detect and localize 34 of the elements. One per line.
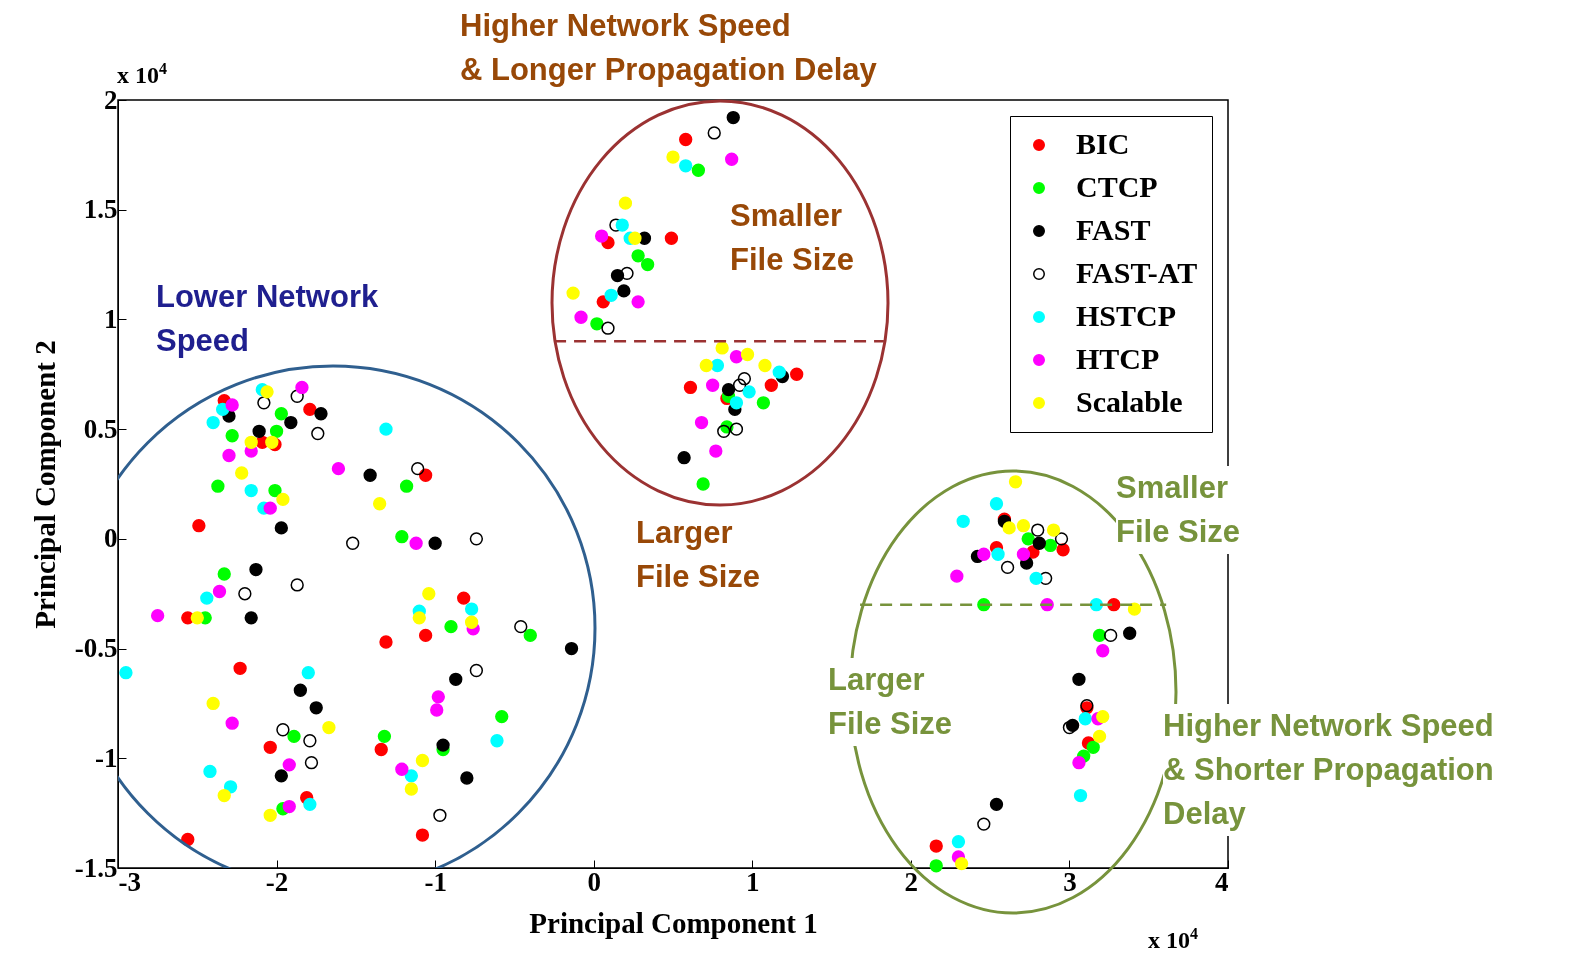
- text: Higher Network Speed & Longer Propagation Delay: [460, 4, 877, 92]
- annotation: Larger File Size: [636, 511, 761, 599]
- annotation: Smaller File Size: [730, 194, 855, 282]
- y-tick-label: 0.5: [83, 413, 118, 444]
- annotation: Smaller File Size: [1116, 466, 1241, 554]
- y-tick-label: 2: [104, 84, 118, 115]
- x-tick-label: 4: [1215, 866, 1229, 897]
- legend-label: CTCP: [1076, 170, 1158, 203]
- legend-label: FAST: [1076, 213, 1151, 246]
- x-tick-label: 0: [587, 866, 601, 897]
- y-tick-label: -1: [95, 742, 118, 773]
- y-axis-title: Principal Component 2: [28, 340, 61, 629]
- y-tick-label: 1.5: [83, 194, 118, 225]
- y-tick-label: 1: [104, 303, 118, 334]
- x-tick-label: -2: [265, 866, 289, 897]
- legend-label: HTCP: [1076, 342, 1160, 375]
- annotation: Lower Network Speed: [156, 275, 379, 363]
- text: x 10$^{4}$: [1148, 925, 1198, 954]
- x-axis-title: Principal Component 1: [529, 906, 818, 939]
- legend-label: BIC: [1076, 127, 1130, 160]
- x-tick-label: 2: [904, 866, 919, 897]
- annotation: Larger File Size: [828, 658, 953, 746]
- text: x 10$^{4}$: [117, 60, 167, 89]
- x-tick-label: 3: [1063, 866, 1077, 897]
- legend-label: FAST-AT: [1076, 256, 1198, 289]
- y-tick-label: 0: [104, 523, 118, 554]
- annotation: Higher Network Speed & Shorter Propagation Delay: [1163, 704, 1494, 836]
- legend-label: Scalable: [1076, 385, 1183, 418]
- legend-label: HSTCP: [1076, 299, 1177, 332]
- x-tick-label: 1: [746, 866, 760, 897]
- x-tick-label: -1: [424, 866, 447, 897]
- y-tick-label: -0.5: [74, 633, 118, 664]
- y-tick-label: -1.5: [74, 852, 118, 883]
- x-tick-label: -3: [118, 866, 141, 897]
